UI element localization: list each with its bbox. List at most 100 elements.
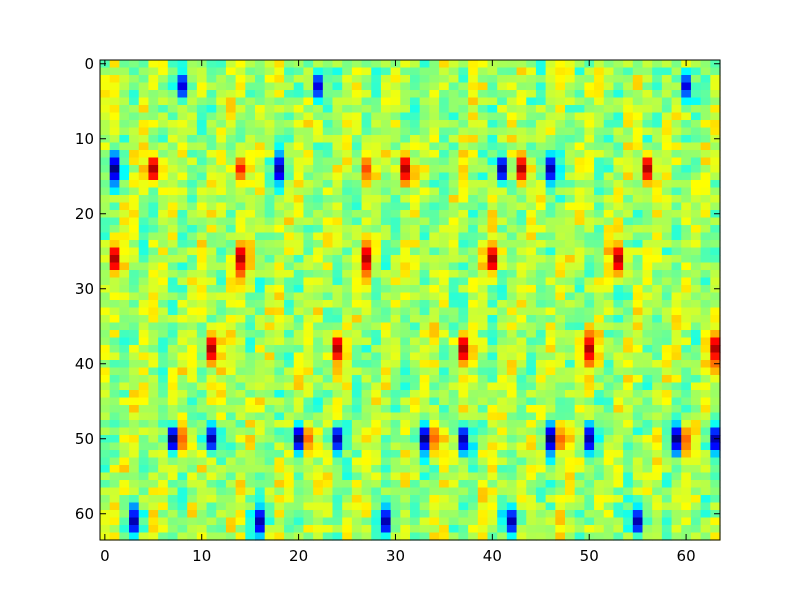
- heatmap-cell: [439, 180, 450, 189]
- heatmap-cell: [400, 277, 411, 286]
- heatmap-cell: [274, 135, 285, 144]
- heatmap-cell: [448, 517, 460, 526]
- heatmap-cell: [497, 292, 508, 301]
- heatmap-cell: [255, 315, 266, 324]
- heatmap-cell: [681, 382, 692, 391]
- heatmap-cell: [255, 97, 266, 106]
- heatmap-cell: [410, 67, 421, 76]
- heatmap-cell: [565, 465, 576, 474]
- heatmap-cell: [177, 112, 188, 121]
- heatmap-cell: [196, 405, 208, 414]
- heatmap-cell: [632, 465, 644, 474]
- heatmap-cell: [109, 120, 120, 129]
- heatmap-cell: [225, 307, 237, 316]
- heatmap-cell: [565, 525, 576, 534]
- heatmap-cell: [565, 367, 576, 376]
- heatmap-cell: [332, 427, 343, 436]
- heatmap-cell: [158, 172, 169, 181]
- heatmap-cell: [322, 157, 334, 166]
- heatmap-cell: [690, 487, 702, 496]
- heatmap-cell: [332, 255, 343, 264]
- heatmap-cell: [332, 472, 343, 481]
- heatmap-cell: [390, 427, 401, 436]
- heatmap-cell: [642, 337, 653, 346]
- heatmap-cell: [313, 495, 324, 504]
- x-tick-label: 50: [580, 547, 599, 565]
- heatmap-cell: [158, 105, 169, 114]
- heatmap-cell: [225, 390, 237, 399]
- heatmap-cell: [439, 382, 450, 391]
- heatmap-cell: [652, 270, 663, 279]
- heatmap-cell: [681, 405, 692, 414]
- heatmap-cell: [235, 120, 246, 129]
- heatmap-cell: [603, 472, 615, 481]
- heatmap-cell: [225, 412, 237, 421]
- heatmap-cell: [594, 292, 605, 301]
- heatmap-cell: [642, 435, 653, 444]
- heatmap-cell: [516, 165, 527, 174]
- heatmap-cell: [584, 285, 595, 294]
- heatmap-cell: [138, 195, 150, 204]
- heatmap-cell: [506, 127, 518, 136]
- heatmap-cell: [458, 420, 469, 429]
- heatmap-cell: [477, 60, 489, 69]
- heatmap-cell: [671, 232, 682, 241]
- heatmap-cell: [545, 270, 556, 279]
- heatmap-cell: [245, 525, 256, 534]
- heatmap-cell: [710, 495, 721, 504]
- heatmap-cell: [439, 532, 450, 541]
- heatmap-cell: [632, 60, 644, 69]
- heatmap-cell: [642, 240, 653, 249]
- heatmap-cell: [216, 502, 227, 511]
- heatmap-cell: [603, 315, 615, 324]
- heatmap-cell: [632, 345, 644, 354]
- heatmap-cell: [380, 382, 392, 391]
- heatmap-cell: [681, 412, 692, 421]
- heatmap-cell: [516, 277, 527, 286]
- heatmap-cell: [148, 195, 159, 204]
- heatmap-cell: [206, 75, 217, 84]
- heatmap-cell: [526, 502, 537, 511]
- heatmap-cell: [303, 270, 314, 279]
- heatmap-cell: [652, 255, 663, 264]
- heatmap-cell: [584, 300, 595, 309]
- heatmap-cell: [448, 262, 460, 271]
- heatmap-cell: [148, 450, 159, 459]
- heatmap-cell: [322, 60, 334, 69]
- heatmap-cell: [264, 420, 275, 429]
- heatmap-cell: [535, 75, 547, 84]
- heatmap-cell: [448, 135, 460, 144]
- heatmap-cell: [390, 172, 401, 181]
- heatmap-cell: [419, 210, 430, 219]
- heatmap-cell: [119, 292, 130, 301]
- heatmap-cell: [380, 412, 392, 421]
- heatmap-cell: [623, 255, 634, 264]
- heatmap-cell: [109, 135, 120, 144]
- heatmap-cell: [690, 270, 702, 279]
- heatmap-cell: [652, 105, 663, 114]
- heatmap-cell: [216, 390, 227, 399]
- heatmap-cell: [255, 472, 266, 481]
- heatmap-cell: [516, 187, 527, 196]
- heatmap-cell: [245, 112, 256, 121]
- heatmap-cell: [439, 165, 450, 174]
- heatmap-cell: [613, 112, 624, 121]
- heatmap-cell: [293, 502, 305, 511]
- heatmap-cell: [100, 502, 111, 511]
- heatmap-cell: [158, 495, 169, 504]
- heatmap-cell: [225, 397, 237, 406]
- heatmap-cell: [419, 465, 430, 474]
- heatmap-cell: [245, 210, 256, 219]
- heatmap-cell: [284, 375, 295, 384]
- heatmap-cell: [603, 150, 615, 159]
- heatmap-cell: [264, 502, 275, 511]
- heatmap-cell: [351, 210, 363, 219]
- heatmap-cell: [594, 127, 605, 136]
- heatmap-cell: [526, 67, 537, 76]
- heatmap-cell: [545, 375, 556, 384]
- heatmap-cell: [293, 367, 305, 376]
- heatmap-cell: [235, 345, 246, 354]
- heatmap-cell: [138, 75, 150, 84]
- heatmap-cell: [400, 255, 411, 264]
- heatmap-cell: [148, 225, 159, 234]
